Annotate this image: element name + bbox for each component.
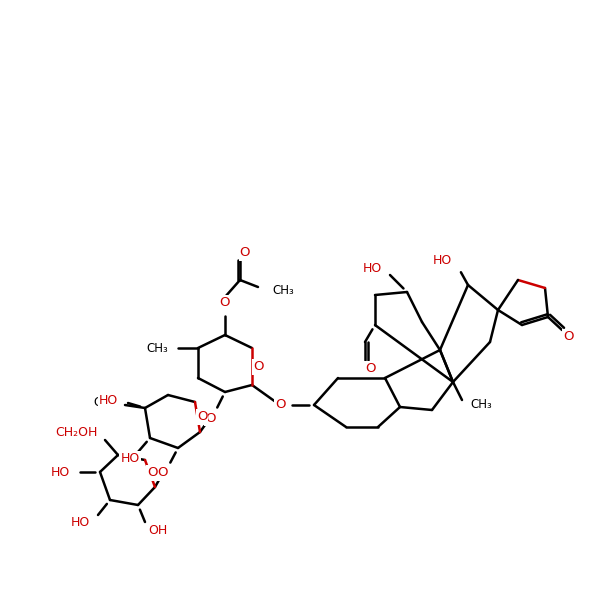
Text: CH₃: CH₃ (272, 283, 294, 296)
Text: HO: HO (121, 451, 140, 464)
Text: O: O (365, 362, 375, 376)
Text: CH₃: CH₃ (470, 398, 492, 412)
Text: HO: HO (71, 515, 90, 529)
Text: O: O (147, 467, 157, 479)
Text: HO: HO (363, 262, 382, 275)
Text: O: O (240, 247, 250, 259)
Text: OH: OH (148, 523, 167, 536)
Text: HO: HO (51, 466, 70, 479)
Text: CH₃: CH₃ (93, 395, 115, 409)
Text: O: O (563, 331, 573, 343)
Text: CH₂OH: CH₂OH (56, 425, 98, 439)
Text: HO: HO (99, 394, 118, 407)
Text: O: O (197, 410, 207, 424)
Text: O: O (253, 361, 263, 373)
Text: O: O (220, 296, 230, 310)
Text: O: O (275, 398, 285, 412)
Text: O: O (205, 412, 215, 425)
Text: CH₃: CH₃ (146, 341, 168, 355)
Text: O: O (158, 467, 168, 479)
Text: HO: HO (433, 253, 452, 266)
